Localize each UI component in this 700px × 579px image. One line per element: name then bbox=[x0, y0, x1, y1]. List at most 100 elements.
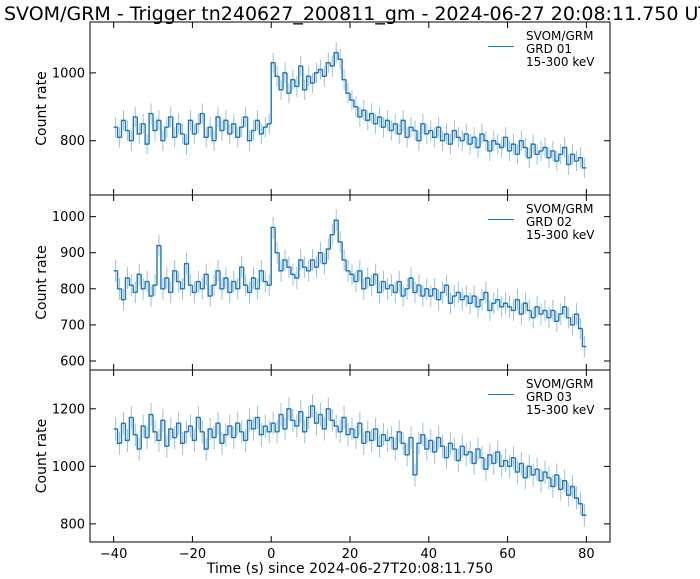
step-segment bbox=[258, 270, 264, 289]
y-tick-label: 800 bbox=[60, 517, 85, 532]
step-segment bbox=[463, 446, 469, 456]
step-segment bbox=[349, 270, 354, 276]
step-segment bbox=[278, 76, 284, 91]
step-segment bbox=[215, 116, 220, 141]
step-segment bbox=[294, 79, 299, 88]
step-segment bbox=[542, 471, 547, 481]
step-segment bbox=[357, 270, 362, 282]
step-segment bbox=[562, 306, 567, 315]
step-segment bbox=[467, 133, 473, 145]
step-segment bbox=[258, 417, 264, 436]
step-segment bbox=[447, 442, 453, 458]
step-segment bbox=[231, 426, 236, 439]
step-segment bbox=[506, 303, 512, 308]
step-segment bbox=[380, 434, 386, 447]
legend-entry: SVOM/GRM GRD 01 15-300 keV bbox=[488, 30, 594, 69]
step-segment bbox=[471, 295, 477, 304]
step-segment bbox=[479, 449, 484, 459]
step-segment bbox=[498, 144, 504, 149]
step-segment bbox=[156, 244, 161, 286]
step-segment bbox=[223, 434, 228, 444]
step-segment bbox=[357, 106, 362, 118]
step-segment bbox=[577, 497, 583, 505]
step-segment bbox=[175, 422, 181, 438]
step-segment bbox=[329, 408, 335, 422]
step-segment bbox=[325, 62, 331, 77]
step-segment bbox=[191, 285, 197, 294]
step-segment bbox=[140, 123, 146, 134]
step-segment bbox=[554, 310, 559, 322]
step-segment bbox=[573, 313, 579, 325]
y-tick-label: 700 bbox=[60, 318, 85, 333]
step-segment bbox=[416, 284, 421, 293]
step-segment bbox=[569, 153, 575, 165]
step-segment bbox=[321, 414, 327, 430]
step-segment bbox=[565, 306, 571, 319]
step-segment bbox=[270, 226, 276, 286]
step-segment bbox=[412, 437, 417, 476]
step-segment bbox=[262, 126, 268, 134]
step-segment bbox=[412, 277, 417, 294]
step-segment bbox=[365, 277, 370, 289]
step-segment bbox=[238, 126, 244, 138]
legend-entry: SVOM/GRM GRD 02 15-300 keV bbox=[488, 203, 594, 242]
x-axis-label: Time (s) since 2024-06-27T20:08:11.750 bbox=[206, 561, 493, 577]
step-segment bbox=[420, 123, 425, 141]
step-segment bbox=[116, 127, 122, 139]
step-segment bbox=[238, 266, 244, 289]
step-segment bbox=[542, 146, 547, 151]
step-segment bbox=[546, 310, 551, 319]
step-segment bbox=[160, 120, 165, 142]
step-segment bbox=[274, 62, 280, 77]
step-segment bbox=[475, 448, 480, 464]
step-segment bbox=[207, 274, 213, 297]
legend-label: SVOM/GRM GRD 03 15-300 keV bbox=[526, 377, 595, 417]
legend-swatch bbox=[488, 219, 514, 220]
step-segment bbox=[372, 428, 378, 441]
step-segment bbox=[219, 116, 224, 132]
step-segment bbox=[353, 100, 358, 108]
step-segment bbox=[416, 130, 421, 142]
step-segment bbox=[262, 425, 268, 435]
legend-swatch bbox=[488, 394, 514, 395]
step-segment bbox=[215, 270, 220, 286]
step-segment bbox=[278, 252, 284, 272]
step-segment bbox=[581, 157, 587, 169]
step-segment bbox=[152, 284, 157, 297]
step-segment bbox=[345, 259, 350, 272]
step-segment bbox=[495, 451, 500, 464]
step-segment bbox=[416, 442, 421, 475]
step-segment bbox=[329, 62, 335, 67]
step-segment bbox=[148, 112, 154, 145]
step-segment bbox=[242, 431, 248, 442]
step-segment bbox=[459, 292, 465, 301]
step-segment bbox=[325, 248, 331, 264]
step-segment bbox=[577, 156, 583, 162]
step-segment bbox=[195, 280, 201, 293]
step-segment bbox=[550, 309, 555, 318]
step-segment bbox=[554, 150, 559, 162]
step-segment bbox=[302, 66, 307, 91]
step-segment bbox=[554, 474, 559, 487]
step-segment bbox=[498, 451, 504, 468]
y-tick-label: 1200 bbox=[52, 402, 85, 417]
step-segment bbox=[349, 93, 354, 101]
step-segment bbox=[396, 123, 402, 135]
step-segment bbox=[550, 477, 555, 488]
step-segment bbox=[451, 129, 457, 145]
step-segment bbox=[120, 288, 126, 301]
step-segment bbox=[408, 126, 414, 138]
step-segment bbox=[195, 416, 201, 441]
step-segment bbox=[439, 291, 445, 300]
step-segment bbox=[518, 140, 524, 155]
step-segment bbox=[286, 408, 291, 429]
step-segment bbox=[404, 120, 410, 139]
step-segment bbox=[191, 426, 197, 442]
step-segment bbox=[179, 281, 185, 290]
step-segment bbox=[384, 434, 390, 442]
step-segment bbox=[207, 126, 213, 138]
step-segment bbox=[290, 78, 295, 94]
step-segment bbox=[455, 130, 461, 139]
x-tick-label: −40 bbox=[100, 547, 127, 562]
